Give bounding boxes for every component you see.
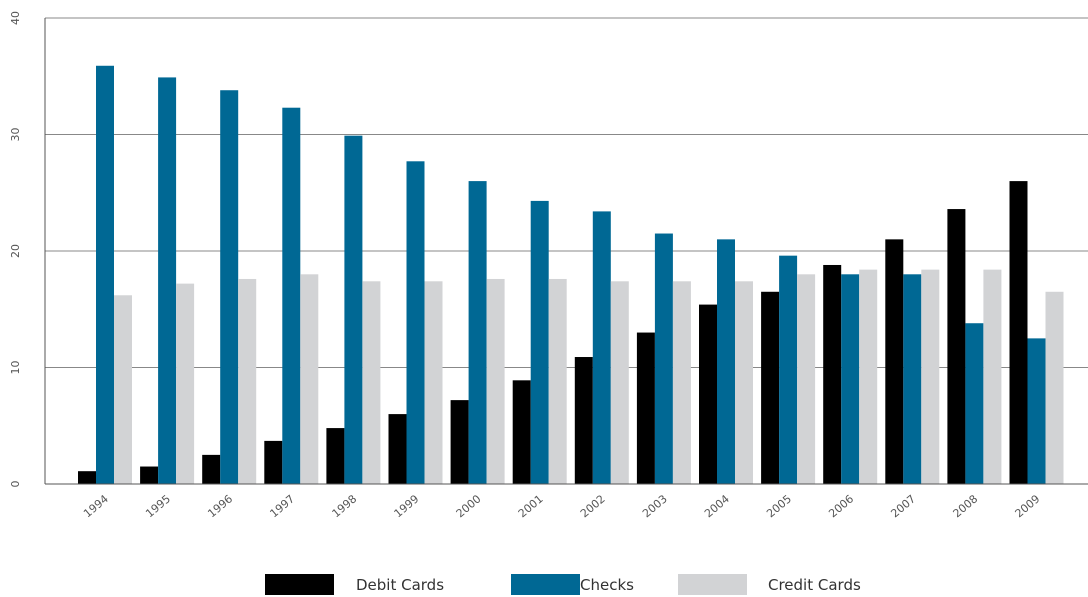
x-tick-label: 1995 <box>143 492 173 520</box>
bar-credit-cards-2002 <box>610 281 629 484</box>
bar-debit-cards-2003 <box>636 332 655 484</box>
x-tick-label: 1999 <box>392 492 422 520</box>
bar-checks-2001 <box>530 200 549 484</box>
x-tick-label: 1997 <box>267 492 297 520</box>
bar-checks-1999 <box>406 161 425 485</box>
bar-credit-cards-2006 <box>859 269 878 484</box>
y-tick-labels: 0 10 20 30 40 <box>9 11 22 488</box>
bar-credit-cards-2008 <box>983 269 1002 484</box>
bar-credit-cards-2004 <box>735 281 753 484</box>
x-tick-label: 2001 <box>516 492 546 520</box>
bar-credit-cards-2000 <box>486 278 505 484</box>
bar-credit-cards-2001 <box>548 278 567 484</box>
bar-debit-cards-2008 <box>947 209 966 484</box>
bar-checks-1998 <box>344 135 363 485</box>
bar-credit-cards-2005 <box>797 274 816 484</box>
bar-checks-1996 <box>220 90 239 484</box>
x-tick-label: 2004 <box>702 492 732 520</box>
bar-checks-1995 <box>158 77 177 484</box>
bar-credit-cards-1997 <box>300 274 319 484</box>
x-tick-label: 2009 <box>1013 492 1043 520</box>
legend: Debit Cards Checks Credit Cards <box>265 574 861 595</box>
bar-debit-cards-1995 <box>140 466 159 484</box>
bar-credit-cards-1999 <box>424 281 443 484</box>
x-tick-labels: 1994 1995 1996 1997 1998 1999 2000 2001 2002 2003… <box>81 492 1042 520</box>
bars <box>78 65 1064 485</box>
bar-debit-cards-2000 <box>450 400 469 484</box>
legend-swatch-debit-cards <box>265 574 334 595</box>
bar-credit-cards-2003 <box>672 281 691 484</box>
bar-checks-1997 <box>282 107 301 484</box>
y-tick-label: 40 <box>9 11 22 25</box>
y-tick-label: 30 <box>9 128 22 142</box>
bar-credit-cards-2007 <box>921 269 940 484</box>
bar-credit-cards-2009 <box>1045 291 1064 484</box>
bar-checks-2004 <box>717 239 735 484</box>
bar-debit-cards-2009 <box>1009 181 1028 484</box>
bar-debit-cards-2001 <box>512 380 531 484</box>
legend-label-debit-cards: Debit Cards <box>356 576 444 594</box>
bar-checks-2000 <box>468 181 487 484</box>
x-tick-label: 2007 <box>888 492 918 520</box>
bar-checks-2007 <box>903 274 922 484</box>
x-tick-label: 2005 <box>764 492 794 520</box>
y-tick-label: 0 <box>9 481 22 488</box>
bar-debit-cards-1999 <box>388 414 407 484</box>
y-tick-label: 10 <box>9 361 22 375</box>
bar-debit-cards-1994 <box>78 471 96 484</box>
legend-label-checks: Checks <box>580 576 634 594</box>
bar-checks-2003 <box>654 233 673 484</box>
bar-debit-cards-1997 <box>264 440 283 484</box>
y-tick-label: 20 <box>9 244 22 258</box>
bar-checks-2002 <box>592 211 611 484</box>
bar-debit-cards-1998 <box>326 428 345 484</box>
bar-debit-cards-1996 <box>202 454 221 484</box>
bar-checks-2005 <box>779 255 798 484</box>
bar-debit-cards-2005 <box>761 291 780 484</box>
x-tick-label: 2008 <box>951 492 981 520</box>
bar-debit-cards-2002 <box>574 357 593 484</box>
x-tick-label: 1994 <box>81 492 111 520</box>
bar-debit-cards-2007 <box>885 239 904 484</box>
bar-credit-cards-1994 <box>114 295 132 484</box>
legend-label-credit-cards: Credit Cards <box>768 576 861 594</box>
bar-credit-cards-1995 <box>176 283 195 484</box>
bar-checks-2006 <box>841 274 860 484</box>
x-tick-label: 2002 <box>578 492 608 520</box>
x-tick-label: 2003 <box>640 492 670 520</box>
bar-checks-1994 <box>96 65 114 484</box>
bar-checks-2009 <box>1027 338 1046 484</box>
x-tick-label: 2006 <box>826 492 856 520</box>
x-tick-label: 2000 <box>454 492 484 520</box>
bar-credit-cards-1998 <box>362 281 381 484</box>
legend-swatch-checks <box>511 574 580 595</box>
bar-credit-cards-1996 <box>238 278 257 484</box>
bar-debit-cards-2004 <box>699 304 717 484</box>
x-tick-label: 1998 <box>330 492 360 520</box>
bar-debit-cards-2006 <box>823 264 842 484</box>
x-tick-label: 1996 <box>205 492 235 520</box>
bar-checks-2008 <box>965 323 984 484</box>
legend-swatch-credit-cards <box>678 574 747 595</box>
